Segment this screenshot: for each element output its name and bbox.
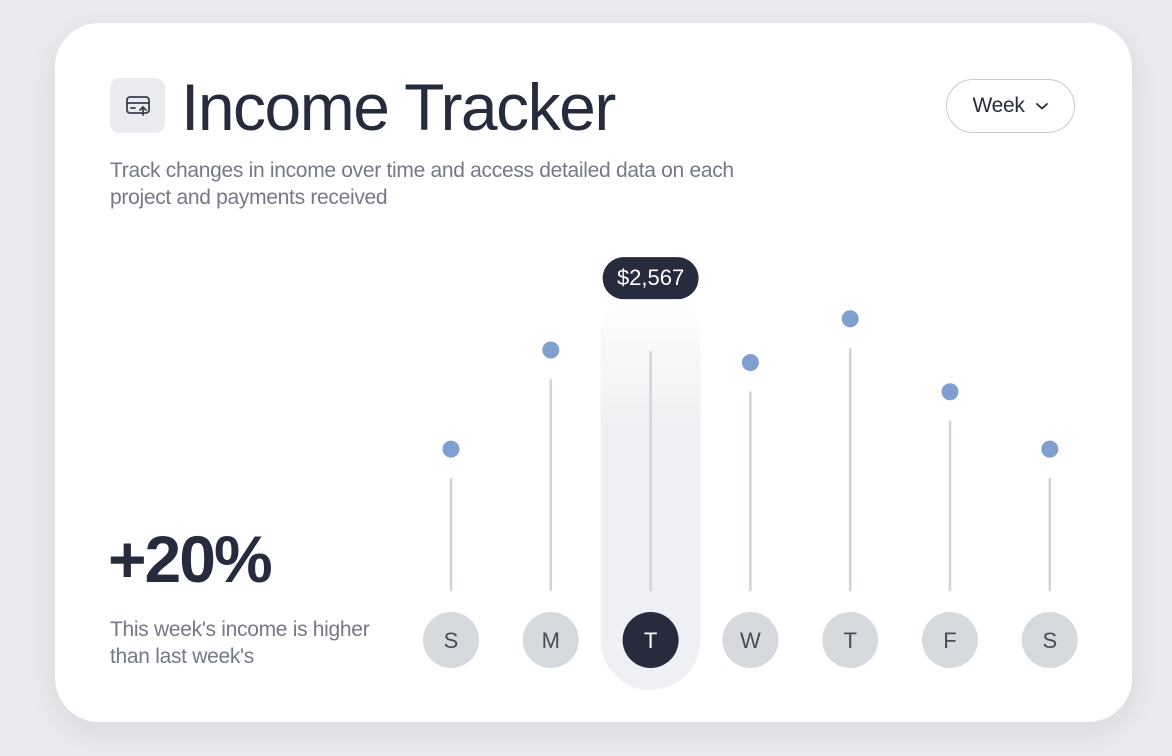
day-button[interactable]: T	[622, 612, 679, 668]
page-title: Income Tracker	[181, 70, 616, 144]
period-dropdown-value: Week	[972, 94, 1025, 117]
chart-point[interactable]	[442, 440, 460, 458]
period-dropdown[interactable]: Week	[946, 79, 1075, 133]
page-description: Track changes in income over time and ac…	[110, 159, 734, 209]
day-button[interactable]: F	[922, 612, 978, 668]
day-label: S	[1042, 628, 1057, 653]
chart-point[interactable]	[841, 310, 859, 328]
value-tooltip-label: $2,567	[617, 265, 684, 290]
day-button[interactable]: M	[522, 612, 579, 668]
income-change-value: +20%	[108, 522, 273, 596]
chart-point[interactable]	[1041, 440, 1059, 458]
day-button[interactable]: S	[1021, 612, 1078, 668]
income-change-note: This week's income is higher than last w…	[110, 618, 370, 668]
day-label: W	[740, 628, 761, 653]
chart-point[interactable]	[741, 354, 759, 372]
income-chart: S M $2,567 T W T F S	[423, 257, 1078, 690]
day-button[interactable]: W	[722, 612, 779, 668]
credit-card-upload-icon	[110, 78, 165, 133]
day-label: F	[943, 628, 956, 653]
chart-point[interactable]	[941, 383, 959, 401]
chart-point[interactable]	[542, 341, 560, 359]
chevron-down-icon	[1035, 103, 1048, 110]
day-label: T	[843, 628, 856, 653]
day-label: S	[444, 628, 459, 653]
day-button[interactable]: S	[423, 612, 479, 668]
day-label: M	[542, 628, 560, 653]
income-tracker-card: Income Tracker Week Track changes in inc…	[55, 23, 1132, 722]
day-label: T	[644, 628, 657, 653]
value-tooltip: $2,567	[602, 257, 699, 300]
day-button[interactable]: T	[822, 612, 879, 668]
